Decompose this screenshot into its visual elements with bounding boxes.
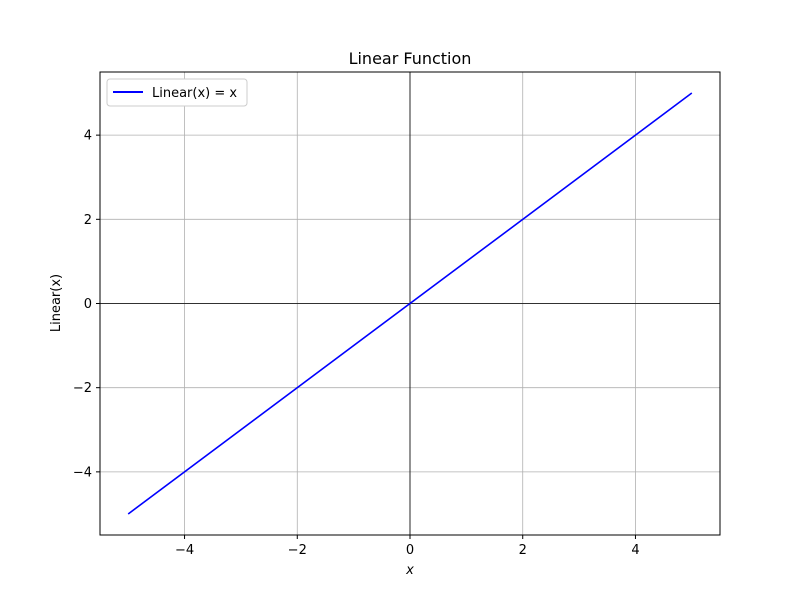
x-tick-label-1: −2 [288,543,307,558]
x-tick-label-2: 0 [406,543,414,558]
series-group [127,92,693,515]
x-tick-label-4: 4 [631,543,639,558]
legend: Linear(x) = x [106,78,248,107]
y-tick-label-2: 0 [84,297,92,312]
y-axis-label: Linear(x) [49,274,64,332]
chart-title: Linear Function [349,49,472,68]
series-line-0 [127,92,693,515]
y-tick-label-1: −2 [73,381,92,396]
x-axis-ticks: −4 −2 0 2 4 [175,535,640,558]
y-tick-label-0: −4 [73,465,92,480]
y-tick-label-4: 4 [84,129,92,144]
y-tick-label-3: 2 [84,213,92,228]
x-tick-label-3: 2 [519,543,527,558]
legend-label-linear: Linear(x) = x [152,86,237,101]
x-tick-label-0: −4 [175,543,194,558]
y-axis-ticks: −4 −2 0 2 4 [73,129,100,480]
legend-box [106,78,248,107]
x-axis-label: x [405,563,414,578]
